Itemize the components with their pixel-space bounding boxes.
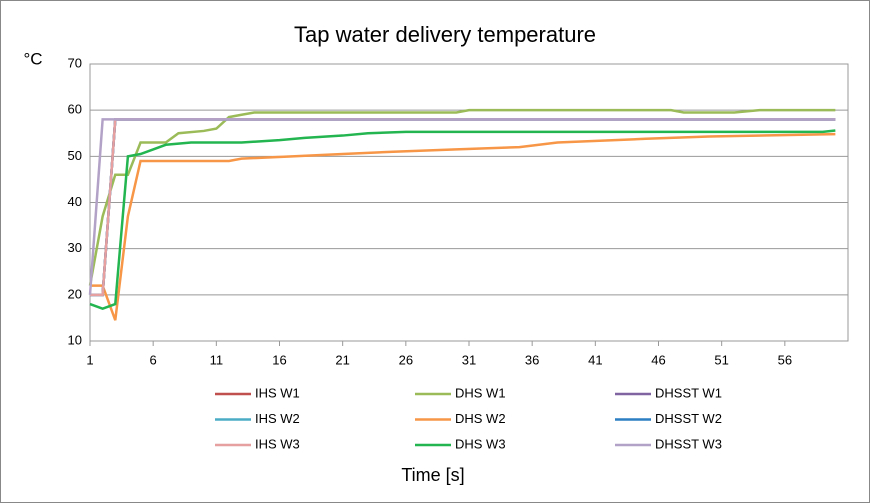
line-series [88, 118, 836, 295]
legend-label: DHSST W3 [655, 436, 722, 451]
x-axis-label: Time [s] [401, 465, 464, 485]
legend-label: IHS W1 [255, 385, 300, 400]
x-tick-label: 1 [86, 352, 93, 367]
x-tick-label: 16 [272, 352, 286, 367]
legend-label: IHS W2 [255, 411, 300, 426]
y-tick-label: 70 [68, 55, 82, 70]
y-tick-label: 30 [68, 240, 82, 255]
x-tick-label: 41 [588, 352, 602, 367]
x-tick-label: 11 [210, 352, 224, 367]
legend-label: IHS W3 [255, 436, 300, 451]
x-tick-label: 31 [462, 352, 476, 367]
legend-label: DHS W2 [455, 411, 506, 426]
legend-label: DHS W3 [455, 436, 506, 451]
y-tick-label: 40 [68, 194, 82, 209]
y-tick-label: 10 [68, 332, 82, 347]
line-series [90, 132, 836, 321]
x-tick-label: 56 [778, 352, 792, 367]
line-series [88, 108, 836, 286]
legend-label: DHSST W1 [655, 385, 722, 400]
x-tick-label: 6 [150, 352, 157, 367]
y-tick-label: 20 [68, 286, 82, 301]
x-tick-label: 36 [525, 352, 539, 367]
legend-label: DHSST W2 [655, 411, 722, 426]
x-tick-label: 46 [651, 352, 665, 367]
x-tick-label: 21 [335, 352, 349, 367]
y-axis-label: °C [23, 49, 42, 68]
x-tick-label: 26 [399, 352, 413, 367]
y-tick-label: 50 [68, 148, 82, 163]
legend-label: DHS W1 [455, 385, 506, 400]
chart-title: Tap water delivery temperature [294, 22, 596, 47]
line-series [89, 129, 836, 311]
y-tick-label: 60 [68, 102, 82, 117]
x-tick-label: 51 [714, 352, 728, 367]
